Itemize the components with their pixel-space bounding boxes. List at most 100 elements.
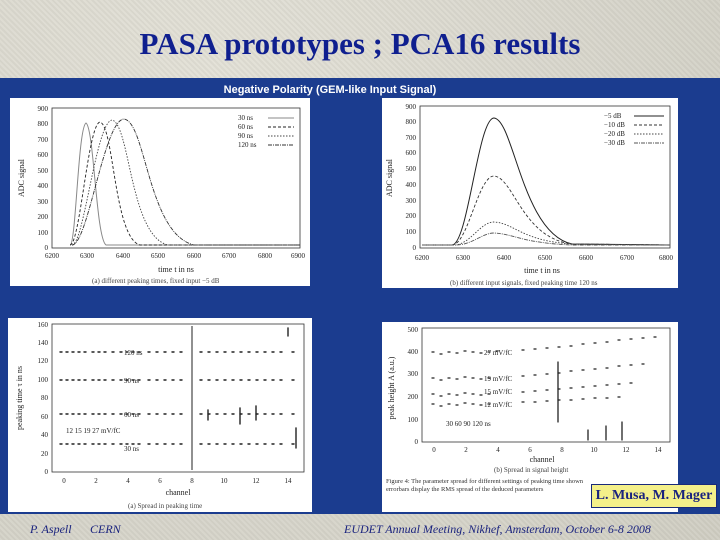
plot-a-curves	[69, 118, 300, 246]
x-tick: 4	[126, 477, 130, 485]
slide-subtitle: Negative Polarity (GEM-like Input Signal…	[223, 84, 437, 96]
y-tick: 0	[45, 244, 49, 252]
x-tick: 6	[158, 477, 162, 485]
plot-c-yticks: 0 20 40 60 80 100 120 140 160	[38, 321, 49, 476]
y-tick: 800	[38, 120, 49, 128]
x-tick: 6700	[222, 252, 237, 260]
y-tick: 700	[38, 136, 49, 144]
plot-c-ylabel: peaking time τ in ns	[15, 366, 24, 430]
plot-peaking-spread: peaking time τ in ns channel (a) Spread …	[8, 318, 312, 512]
y-tick: 300	[408, 370, 419, 378]
x-tick: 6200	[415, 254, 430, 262]
x-tick: 6700	[620, 254, 635, 262]
legend-entry: 90 ns	[238, 132, 253, 140]
y-tick: 100	[38, 376, 49, 384]
plot-b-yticks: 0 100 200 300 400 500 600 700 800 900	[406, 103, 417, 252]
y-tick: 200	[38, 213, 49, 221]
row-label: 12 mV/fC	[484, 401, 513, 409]
plot-a-xticks: 6200 6300 6400 6500 6600 6700 6800 6900	[45, 252, 306, 260]
plot-a-ylabel: ADC signal	[17, 158, 26, 197]
y-tick: 400	[406, 181, 417, 189]
y-tick: 100	[408, 416, 419, 424]
y-tick: 400	[38, 182, 49, 190]
authors-box: L. Musa, M. Mager	[591, 484, 717, 508]
row-label: 30 ns	[124, 445, 139, 453]
x-tick: 6	[528, 446, 532, 454]
x-tick: 6500	[538, 254, 553, 262]
x-tick: 6400	[116, 252, 131, 260]
legend-entry: 60 ns	[238, 123, 253, 131]
x-tick: 6600	[187, 252, 202, 260]
plot-c-caption: (a) Spread in peaking time	[128, 502, 202, 510]
plot-b-xlabel: time t in ns	[524, 266, 560, 275]
x-tick: 6900	[291, 252, 306, 260]
y-tick: 100	[38, 229, 49, 237]
y-tick: 140	[38, 339, 49, 347]
y-tick: 500	[408, 326, 419, 334]
plot-b-caption: (b) different input signals, fixed peaki…	[450, 279, 598, 287]
x-tick: 14	[285, 477, 293, 485]
y-tick: 900	[38, 105, 49, 113]
x-tick: 2	[94, 477, 98, 485]
legend-entry: −10 dB	[604, 121, 625, 129]
x-tick: 0	[62, 477, 66, 485]
x-tick: 12	[253, 477, 261, 485]
legend-entry: −30 dB	[604, 139, 625, 147]
plot-height-spread: peak height A (a.u.) channel (b) Spread …	[382, 322, 678, 512]
footer-presenter: P. Aspell	[30, 522, 72, 536]
plot-b-xticks: 6200 6300 6400 6500 6600 6700 6800	[415, 254, 674, 262]
x-tick: 6800	[258, 252, 273, 260]
y-tick: 200	[408, 393, 419, 401]
x-tick: 14	[655, 446, 663, 454]
row-label: 27 mV/fC	[484, 349, 513, 357]
plot-d-points	[431, 336, 657, 441]
plot-a-xlabel: time t in ns	[158, 265, 194, 274]
plot-a-legend: 30 ns 60 ns 90 ns 120 ns	[238, 114, 294, 149]
legend-entry: 30 ns	[238, 114, 253, 122]
y-tick: 120	[38, 357, 49, 365]
row-label: 120 ns	[124, 349, 143, 357]
plot-d-xlabel: channel	[530, 455, 556, 464]
x-tick: 6800	[659, 254, 674, 262]
x-tick: 6400	[497, 254, 512, 262]
plot-input-signals-svg: ADC signal time t in ns (b) different in…	[385, 103, 674, 287]
plot-c-xticks: 0 2 4 6 8 10 12 14	[62, 477, 292, 485]
legend-entry: −20 dB	[604, 130, 625, 138]
y-tick: 100	[406, 228, 417, 236]
y-tick: 300	[406, 197, 417, 205]
plot-peaking-spread-svg: peaking time τ in ns channel (a) Spread …	[15, 321, 305, 510]
y-tick: 300	[38, 198, 49, 206]
footer-event: EUDET Annual Meeting, Nikhef, Amsterdam,…	[344, 522, 651, 536]
y-tick: 160	[38, 321, 49, 329]
y-tick: 600	[406, 149, 417, 157]
plot-b-ylabel: ADC signal	[385, 158, 394, 197]
x-tick: 8	[560, 446, 564, 454]
y-tick: 700	[406, 134, 417, 142]
x-tick: 6300	[456, 254, 471, 262]
slide-title: PASA prototypes ; PCA16 results	[139, 26, 581, 61]
y-tick: 500	[38, 167, 49, 175]
x-tick: 12	[623, 446, 631, 454]
time-label: 30 60 90 120 ns	[446, 420, 491, 428]
figure-caption: Figure 4: The parameter spread for diffe…	[386, 478, 584, 493]
row-label: 15 mV/fC	[484, 388, 513, 396]
plot-d-yticks: 0 100 200 300 400 500	[408, 326, 419, 446]
row-label: 90 ns	[124, 377, 139, 385]
plot-b-legend: −5 dB −10 dB −20 dB −30 dB	[604, 112, 664, 147]
x-tick: 6600	[579, 254, 594, 262]
y-tick: 60	[41, 413, 49, 421]
plot-d-xticks: 0 2 4 6 8 10 12 14	[432, 446, 662, 454]
y-tick: 900	[406, 103, 417, 111]
x-tick: 10	[221, 477, 229, 485]
plot-d-caption: (b) Spread in signal height	[494, 466, 568, 474]
x-tick: 10	[591, 446, 599, 454]
x-tick: 4	[496, 446, 500, 454]
plot-c-xlabel: channel	[166, 488, 192, 497]
x-tick: 0	[432, 446, 436, 454]
y-tick: 0	[413, 244, 417, 252]
legend-entry: 120 ns	[238, 141, 257, 149]
x-tick: 8	[190, 477, 194, 485]
y-tick: 0	[45, 468, 49, 476]
y-tick: 200	[406, 212, 417, 220]
row-label: 19 mV/fC	[484, 375, 513, 383]
